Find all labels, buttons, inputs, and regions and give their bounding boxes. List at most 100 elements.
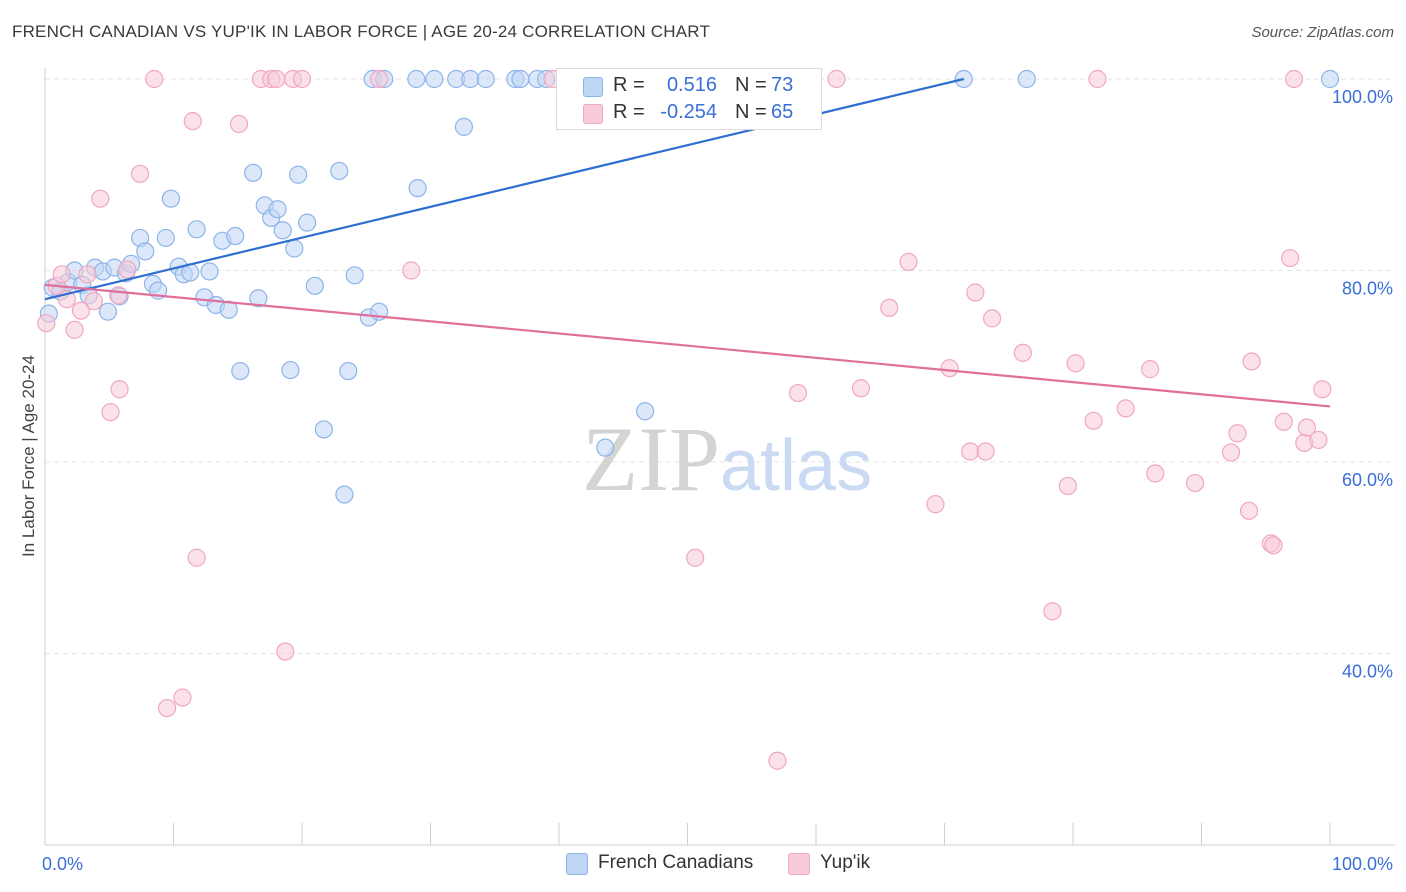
chart-source: Source: ZipAtlas.com (1251, 24, 1394, 41)
yupik-point (145, 69, 164, 89)
yupik-point (961, 442, 980, 461)
french-canadians-point (156, 228, 175, 248)
yupik-point (118, 260, 137, 279)
yupik-point (267, 69, 286, 89)
legend-swatch-yupik (583, 104, 603, 124)
legend-row-french-canadians: R = 0.516 N = 73 (557, 73, 821, 99)
legend-n-label: N = (735, 101, 767, 123)
chart-title: FRENCH CANADIAN VS YUP'IK IN LABOR FORCE… (12, 22, 711, 41)
french-canadians-point (289, 165, 308, 184)
french-canadians-point (285, 239, 304, 258)
yupik-point (71, 301, 91, 320)
yupik-point (65, 320, 84, 339)
french-canadians-point (407, 69, 426, 89)
french-canadians-point (596, 438, 615, 457)
yupik-point (84, 292, 103, 311)
legend-n-value: 65 (771, 101, 794, 123)
french-canadians-point (330, 161, 349, 181)
french-canadians-point (231, 361, 250, 381)
yupik-point (1084, 411, 1103, 430)
french-canadians-trend-line (44, 77, 965, 301)
yupik-point (1058, 476, 1077, 496)
yupik-point (1066, 354, 1085, 373)
x-tick-label: 100.0% (1332, 854, 1393, 874)
yupik-point (1185, 473, 1205, 493)
y-tick-label: 80.0% (1342, 279, 1393, 299)
yupik-point (1088, 69, 1107, 89)
yupik-point (926, 495, 945, 514)
data-points (37, 69, 1340, 770)
french-canadians-point (268, 200, 287, 219)
legend-r-value: 0.516 (666, 74, 717, 96)
legend-n-value: 73 (771, 74, 794, 96)
yupik-point (880, 298, 899, 317)
watermark-atlas: atlas (720, 426, 872, 506)
french-canadians-point (425, 69, 444, 89)
yupik-point (187, 548, 206, 567)
yupik-point (91, 189, 110, 208)
y-tick-label: 100.0% (1332, 87, 1393, 107)
yupik-point (1297, 418, 1316, 437)
bottom-legend-label: Yup'ik (820, 852, 871, 873)
yupik-point (229, 114, 249, 134)
yupik-point (1284, 69, 1304, 89)
legend-row-yupik: R = -0.254 N = 65 (557, 100, 821, 126)
yupik-point (1013, 343, 1032, 362)
french-canadians-point (187, 220, 206, 239)
french-canadians-point (200, 262, 219, 281)
yupik-trend-line (44, 283, 1331, 408)
yupik-point (976, 442, 995, 461)
y-tick-label: 40.0% (1342, 662, 1393, 682)
yupik-point (827, 69, 846, 89)
yupik-point (130, 164, 150, 183)
french-canadians-point (98, 302, 118, 321)
french-canadians-point (476, 69, 495, 89)
yupik-point (157, 698, 177, 718)
french-canadians-point (461, 69, 480, 89)
yupik-point (966, 283, 985, 302)
yupik-point (37, 314, 56, 333)
french-canadians-point (345, 266, 364, 285)
yupik-point (851, 379, 871, 398)
bottom-legend-label: French Canadians (598, 852, 754, 873)
yupik-point (101, 403, 120, 422)
french-canadians-point (1320, 69, 1340, 89)
yupik-point (1146, 464, 1165, 483)
yupik-point (1221, 443, 1241, 462)
french-canadians-point (408, 179, 427, 198)
yupik-point (52, 265, 71, 284)
yupik-point (110, 380, 129, 399)
yupik-point (982, 309, 1002, 328)
x-tick-label: 0.0% (42, 854, 83, 874)
yupik-point (768, 751, 787, 770)
french-canadians-point (305, 276, 324, 295)
axes (44, 68, 1395, 846)
french-canadians-point (339, 361, 358, 381)
legend-swatch-french-canadians (583, 77, 603, 97)
yupik-point (1309, 430, 1328, 450)
yupik-point (1140, 360, 1160, 379)
yupik-point (276, 642, 295, 661)
yupik-point (1264, 536, 1283, 555)
french-canadians-point (511, 69, 530, 89)
yupik-point (940, 359, 959, 378)
yupik-point (109, 286, 128, 305)
watermark: ZIP (582, 408, 720, 510)
yupik-point (173, 688, 192, 707)
tick-labels: 40.0% 60.0% 80.0% 100.0% 0.0% 100.0% (42, 87, 1393, 874)
legend-n-label: N = (735, 74, 767, 96)
yupik-point (1242, 352, 1261, 371)
yupik-point (1239, 501, 1259, 520)
y-tick-label: 60.0% (1342, 470, 1393, 490)
yupik-point (1043, 602, 1062, 621)
french-canadians-point (314, 420, 333, 439)
yupik-point (1228, 424, 1247, 443)
yupik-point (1274, 412, 1293, 431)
yupik-point (402, 261, 421, 280)
yupik-point (686, 548, 705, 567)
bottom-legend-swatch-french-canadians (566, 853, 588, 875)
legend-r-label: R = (613, 74, 645, 96)
french-canadians-point (226, 226, 245, 246)
french-canadians-point (635, 402, 655, 421)
